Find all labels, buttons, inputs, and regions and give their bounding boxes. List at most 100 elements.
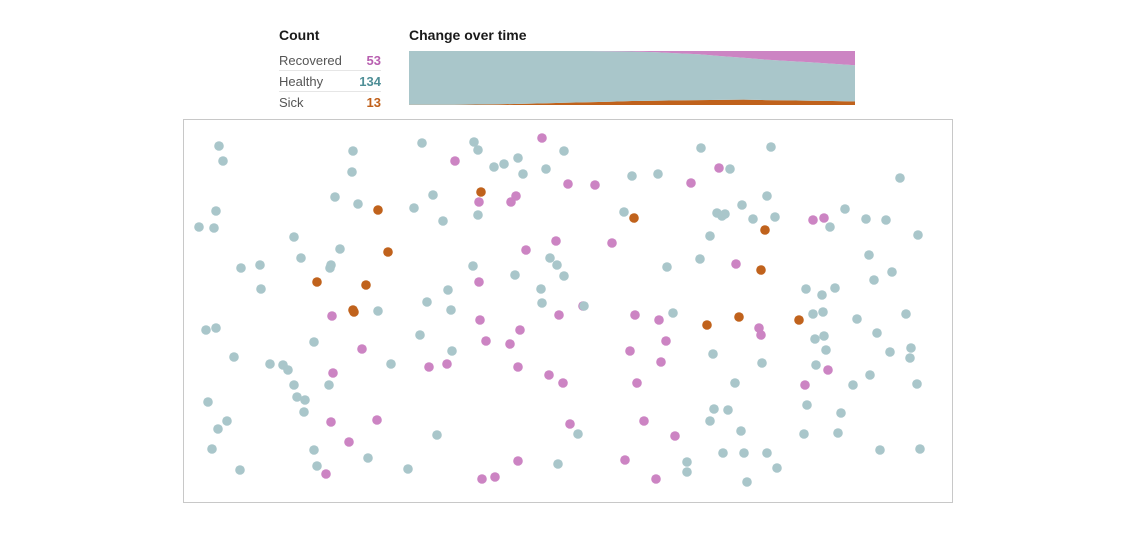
person-dot-healthy [742,477,752,487]
person-dot-healthy [739,448,749,458]
person-dot-healthy [840,204,850,214]
person-dot-recovered [823,365,833,375]
person-dot-healthy [833,428,843,438]
person-dot-healthy [386,359,396,369]
person-dot-healthy [409,203,419,213]
person-dot-healthy [353,199,363,209]
person-dot-healthy [682,457,692,467]
area-series-recovered [409,51,855,66]
person-dot-healthy [469,137,479,147]
person-dot-recovered [620,455,630,465]
person-dot-healthy [235,465,245,475]
person-dot-recovered [639,416,649,426]
person-dot-healthy [573,429,583,439]
person-dot-healthy [347,167,357,177]
person-dot-sick [361,280,371,290]
person-dot-healthy [736,426,746,436]
person-dot-healthy [447,346,457,356]
person-dot-recovered [521,245,531,255]
person-dot-healthy [309,337,319,347]
person-dot-healthy [283,365,293,375]
person-dot-sick [734,312,744,322]
person-dot-healthy [363,453,373,463]
person-dot-healthy [428,190,438,200]
person-dot-sick [348,305,358,315]
person-dot-healthy [872,328,882,338]
person-dot-healthy [869,275,879,285]
person-dot-recovered [554,310,564,320]
person-dot-healthy [705,231,715,241]
person-dot-recovered [505,339,515,349]
person-dot-healthy [255,260,265,270]
person-dot-healthy [861,214,871,224]
person-dot-healthy [214,141,224,151]
person-dot-recovered [670,431,680,441]
person-dot-healthy [510,270,520,280]
person-dot-recovered [656,357,666,367]
person-dot-recovered [450,156,460,166]
person-dot-healthy [373,306,383,316]
count-row-healthy: Healthy 134 [279,71,381,92]
person-dot-healthy [218,156,228,166]
person-dot-recovered [357,344,367,354]
person-dot-recovered [442,359,452,369]
person-dot-healthy [881,215,891,225]
person-dot-healthy [553,459,563,469]
person-dot-healthy [801,284,811,294]
person-dot-healthy [810,334,820,344]
person-dot-recovered [372,415,382,425]
person-dot-healthy [772,463,782,473]
change-over-time-chart [409,51,855,105]
person-dot-healthy [619,207,629,217]
person-dot-sick [476,187,486,197]
count-value-recovered: 53 [366,52,381,68]
person-dot-recovered [537,133,547,143]
person-dot-healthy [403,464,413,474]
person-dot-recovered [819,213,829,223]
person-dot-healthy [901,309,911,319]
person-dot-healthy [906,343,916,353]
person-dot-healthy [545,253,555,263]
person-dot-healthy [256,284,266,294]
person-dot-sick [312,277,322,287]
person-dot-healthy [296,253,306,263]
person-dot-healthy [415,330,425,340]
person-dot-healthy [725,164,735,174]
person-dot-healthy [895,173,905,183]
person-dot-sick [756,265,766,275]
person-dot-healthy [762,448,772,458]
person-dot-recovered [515,325,525,335]
person-dot-healthy [730,378,740,388]
person-dot-healthy [723,405,733,415]
person-dot-recovered [756,330,766,340]
person-dot-healthy [499,159,509,169]
person-dot-healthy [348,146,358,156]
person-dot-healthy [748,214,758,224]
person-dot-sick [702,320,712,330]
person-dot-healthy [559,146,569,156]
person-dot-healthy [695,254,705,264]
person-dot-healthy [209,223,219,233]
count-value-healthy: 134 [359,73,381,89]
person-dot-healthy [289,232,299,242]
person-dot-healthy [194,222,204,232]
person-dot-healthy [762,191,772,201]
person-dot-healthy [312,461,322,471]
person-dot-healthy [468,261,478,271]
person-dot-healthy [222,416,232,426]
person-dot-healthy [236,263,246,273]
person-dot-healthy [718,448,728,458]
person-dot-healthy [848,380,858,390]
person-dot-healthy [653,169,663,179]
person-dot-healthy [819,331,829,341]
area-series-healthy [409,51,855,105]
person-dot-healthy [265,359,275,369]
person-dot-healthy [229,352,239,362]
person-dot-recovered [661,336,671,346]
change-title: Change over time [409,27,527,43]
person-dot-healthy [705,416,715,426]
count-label-healthy: Healthy [279,73,324,89]
person-dot-healthy [211,323,221,333]
person-dot-healthy [627,171,637,181]
person-dot-recovered [511,191,521,201]
